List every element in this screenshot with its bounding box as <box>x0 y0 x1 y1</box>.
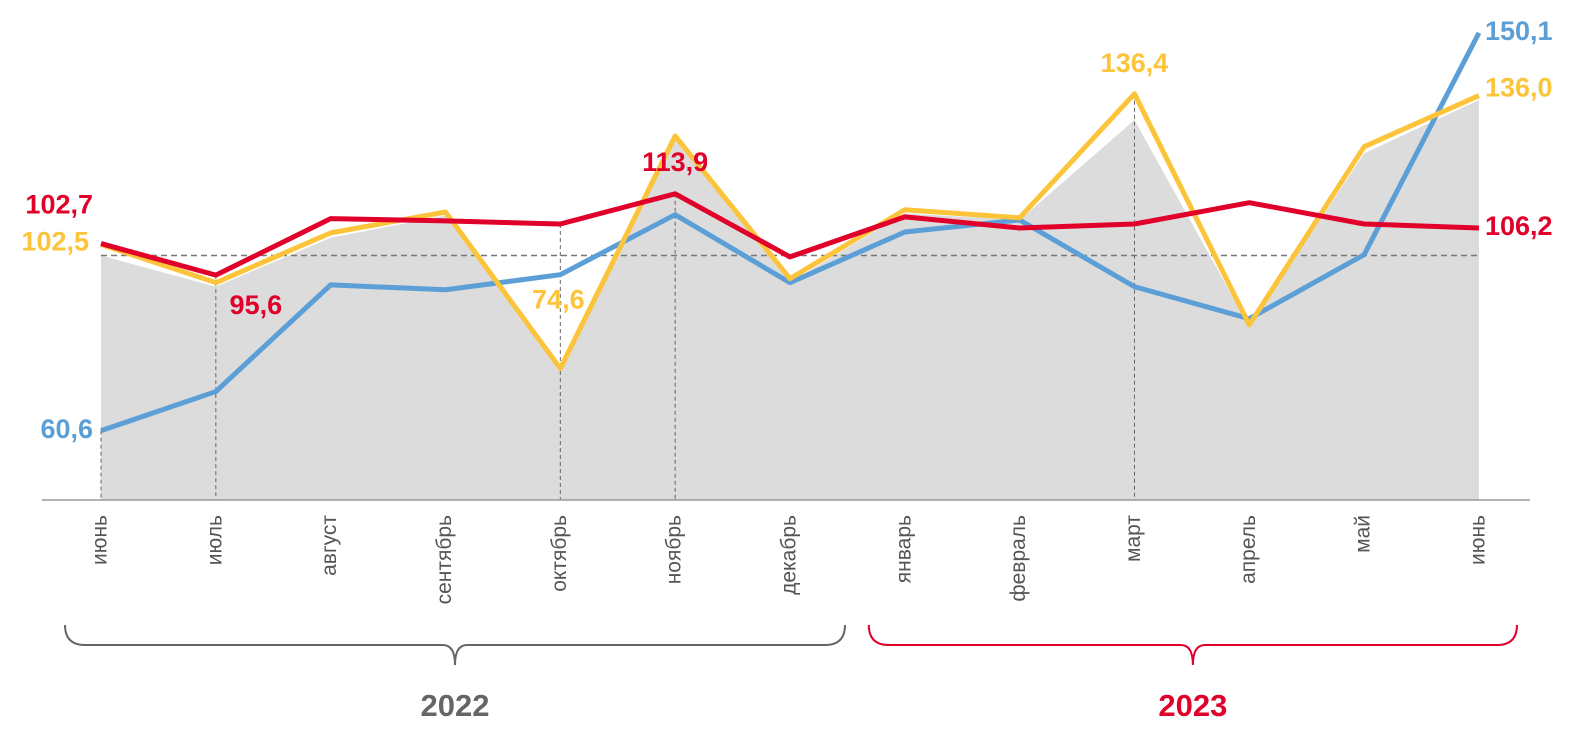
x-tick-label: май <box>1352 515 1375 553</box>
group-label: 2023 <box>1158 688 1227 723</box>
x-tick-label: апрель <box>1237 515 1260 584</box>
x-tick-label: июнь <box>89 515 112 565</box>
data-label: 95,6 <box>230 290 283 320</box>
x-tick-label: июль <box>203 515 226 565</box>
data-label: 102,7 <box>25 190 93 220</box>
data-label: 136,0 <box>1485 73 1553 103</box>
line <box>100 191 1480 278</box>
x-tick-label: сентябрь <box>433 515 456 604</box>
data-label: 102,5 <box>21 227 89 257</box>
data-label: 113,9 <box>642 147 708 177</box>
x-tick-label: декабрь <box>778 515 801 595</box>
x-tick-label: март <box>1122 515 1145 562</box>
data-label: 60,6 <box>40 414 93 444</box>
data-label: 106,2 <box>1485 211 1553 241</box>
x-tick-label: февраль <box>1007 515 1030 602</box>
x-tick-label: август <box>318 515 341 576</box>
x-tick-label: октябрь <box>548 515 571 592</box>
x-tick-label: январь <box>892 515 915 583</box>
data-label: 150,1 <box>1485 16 1553 46</box>
x-tick-label: ноябрь <box>663 515 686 584</box>
data-label: 74,6 <box>532 285 585 315</box>
group-bracket <box>867 624 1518 666</box>
line <box>100 91 1480 371</box>
group-label: 2022 <box>421 688 490 723</box>
line <box>100 31 1482 434</box>
group-bracket <box>64 624 846 666</box>
x-tick-label: июнь <box>1467 515 1490 565</box>
area <box>101 100 1479 500</box>
data-label: 136,4 <box>1101 48 1169 78</box>
